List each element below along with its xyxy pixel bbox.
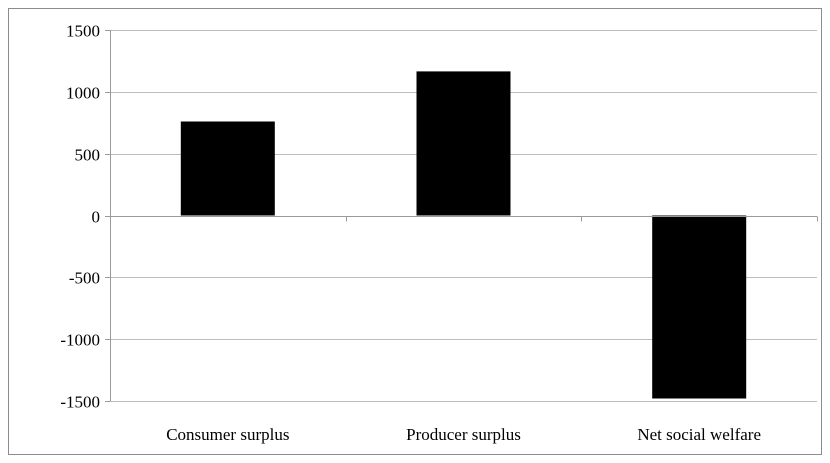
bars: [180, 71, 747, 399]
bar: [180, 121, 275, 216]
bar: [416, 71, 511, 216]
bar: [652, 215, 747, 399]
y-tick-label: 0: [92, 208, 101, 227]
y-tick-label: -1500: [60, 393, 100, 412]
y-tick-label: 500: [75, 146, 101, 165]
y-tick-label: 1500: [66, 22, 100, 41]
y-tick-label: -1000: [60, 331, 100, 350]
x-category-label: Consumer surplus: [166, 425, 289, 444]
y-tick-label: 1000: [66, 84, 100, 103]
y-tick-labels: 1500 1000 500 0 -500 -1000 -1500: [60, 22, 100, 412]
x-category-label: Net social welfare: [637, 425, 761, 444]
axes: [105, 30, 818, 402]
x-category-label: Producer surplus: [406, 425, 521, 444]
category-labels: Consumer surplus Producer surplus Net soci…: [166, 425, 761, 444]
y-tick-label: -500: [69, 269, 100, 288]
